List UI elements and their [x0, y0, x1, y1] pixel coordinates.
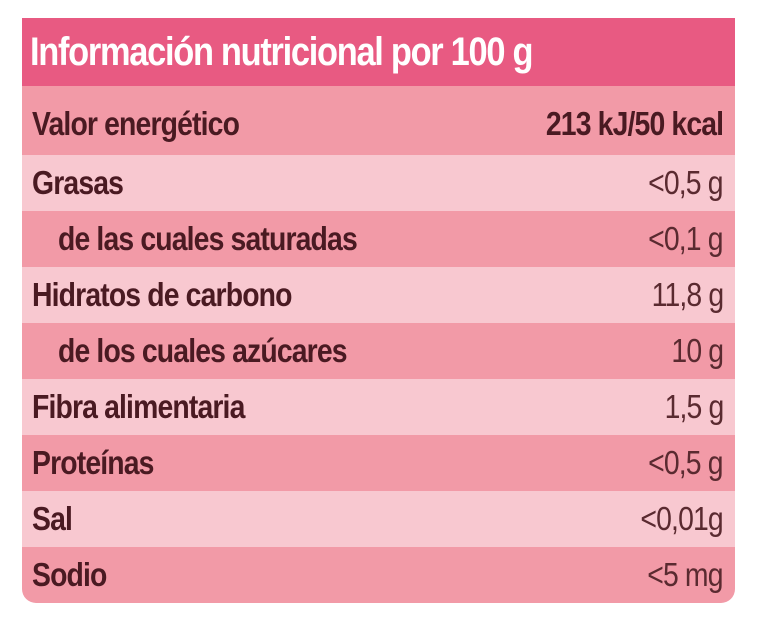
row-value: <0,01g — [640, 500, 724, 537]
row-value: 10 g — [671, 332, 724, 369]
row-value: <0,1 g — [648, 220, 723, 257]
table-row: Valor energético 213 kJ/50 kcal — [22, 86, 735, 155]
row-label: Valor energético — [32, 104, 240, 142]
row-label: Proteínas — [32, 444, 154, 481]
table-row: Sal <0,01g — [22, 491, 735, 547]
table-row: Grasas <0,5 g — [22, 155, 735, 211]
table-row: Hidratos de carbono 11,8 g — [22, 267, 735, 323]
row-label: Sal — [32, 500, 73, 537]
row-label: de las cuales saturadas — [58, 220, 358, 257]
table-row: Proteínas <0,5 g — [22, 435, 735, 491]
row-label: Hidratos de carbono — [32, 276, 292, 313]
row-value: <0,5 g — [648, 444, 723, 481]
row-value: <5 mg — [647, 556, 724, 593]
nutrition-table: Información nutricional por 100 g Valor … — [22, 18, 735, 603]
table-title: Información nutricional por 100 g — [22, 18, 735, 86]
row-value: 1,5 g — [664, 388, 724, 425]
table-row: Sodio <5 mg — [22, 547, 735, 603]
row-label: Fibra alimentaria — [32, 388, 245, 425]
row-label: de los cuales azúcares — [58, 332, 348, 369]
row-label: Grasas — [32, 164, 124, 201]
table-row: Fibra alimentaria 1,5 g — [22, 379, 735, 435]
table-title-text: Información nutricional por 100 g — [30, 30, 533, 74]
row-label: Sodio — [32, 556, 107, 593]
row-value: 11,8 g — [651, 276, 724, 313]
table-row: de las cuales saturadas <0,1 g — [22, 211, 735, 267]
table-row: de los cuales azúcares 10 g — [22, 323, 735, 379]
row-value: 213 kJ/50 kcal — [545, 104, 724, 142]
row-value: <0,5 g — [648, 164, 723, 201]
